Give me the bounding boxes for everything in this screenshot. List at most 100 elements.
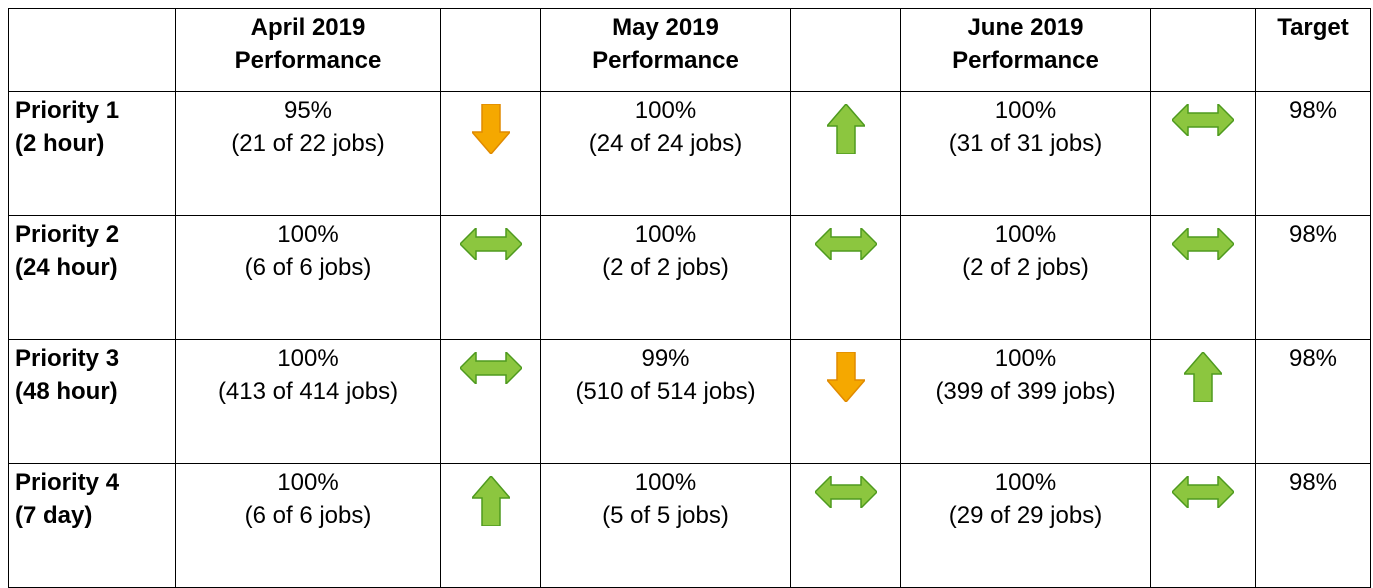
trend-cell (1150, 339, 1256, 464)
jobs: (5 of 5 jobs) (602, 502, 729, 529)
priority-row: Priority 2 (24 hour) 100% (6 of 6 jobs) 100%… (8, 215, 1371, 340)
percent: 95% (283, 97, 333, 124)
performance-cell: 100% (2 of 2 jobs) (540, 215, 791, 340)
performance-cell: 99% (510 of 514 jobs) (540, 339, 791, 464)
arrow-shape (813, 226, 878, 262)
trend-arrow (1170, 226, 1236, 262)
jobs: (2 of 2 jobs) (602, 254, 729, 281)
arrow-shape (813, 474, 878, 510)
priority-time: (2 hour) (15, 130, 105, 157)
trend-arrow (813, 226, 878, 262)
performance-cell: 100% (399 of 399 jobs) (900, 339, 1151, 464)
trend-cell (790, 91, 901, 216)
priority-row: Priority 1 (2 hour) 95% (21 of 22 jobs) 100%… (8, 91, 1371, 216)
trend-cell (1150, 215, 1256, 340)
month-header: April 2019 Performance (175, 8, 441, 92)
percent: 100% (994, 345, 1057, 372)
priority-label: Priority 2 (15, 221, 120, 248)
jobs: (31 of 31 jobs) (948, 130, 1103, 157)
arrow-shape (469, 103, 512, 156)
jobs: (29 of 29 jobs) (948, 502, 1103, 529)
jobs: (413 of 414 jobs) (217, 378, 399, 405)
arrow-shape (1170, 226, 1236, 262)
header-row: April 2019 Performance May 2019 Performan… (8, 8, 1371, 92)
trend-header (440, 8, 541, 92)
percent: 100% (994, 97, 1057, 124)
percent: 100% (994, 221, 1057, 248)
performance-cell: 100% (6 of 6 jobs) (175, 215, 441, 340)
trend-arrow (813, 474, 878, 510)
priority-time: (48 hour) (15, 378, 118, 405)
percent: 100% (634, 221, 697, 248)
trend-cell (440, 91, 541, 216)
priority-row: Priority 3 (48 hour) 100% (413 of 414 jobs)… (8, 339, 1371, 464)
jobs: (2 of 2 jobs) (962, 254, 1089, 281)
performance-cell: 100% (31 of 31 jobs) (900, 91, 1151, 216)
trend-cell (440, 339, 541, 464)
performance-cell: 100% (29 of 29 jobs) (900, 463, 1151, 588)
percent: 100% (994, 469, 1057, 496)
row-header: Priority 3 (48 hour) (8, 339, 176, 464)
percent: 100% (277, 345, 339, 372)
arrow-shape (1170, 474, 1236, 510)
row-header: Priority 4 (7 day) (8, 463, 176, 588)
jobs: (6 of 6 jobs) (244, 254, 372, 281)
percent: 99% (641, 345, 690, 372)
jobs: (399 of 399 jobs) (935, 378, 1116, 405)
jobs: (21 of 22 jobs) (231, 130, 385, 157)
percent: 100% (277, 469, 339, 496)
performance-cell: 100% (5 of 5 jobs) (540, 463, 791, 588)
performance-cell: 95% (21 of 22 jobs) (175, 91, 441, 216)
performance-cell: 100% (413 of 414 jobs) (175, 339, 441, 464)
priority-label: Priority 1 (15, 97, 120, 124)
trend-arrow (458, 226, 523, 262)
priority-label: Priority 4 (15, 469, 120, 496)
target-cell: 98% (1255, 339, 1371, 464)
jobs: (510 of 514 jobs) (575, 378, 756, 405)
trend-arrow (1170, 102, 1236, 138)
jobs: (24 of 24 jobs) (588, 130, 743, 157)
arrow-shape (1170, 102, 1236, 138)
trend-cell (1150, 91, 1256, 216)
row-header: Priority 1 (2 hour) (8, 91, 176, 216)
percent: 100% (634, 469, 697, 496)
performance-cell: 100% (2 of 2 jobs) (900, 215, 1151, 340)
trend-cell (440, 215, 541, 340)
page: April 2019 Performance May 2019 Performan… (8, 8, 1371, 588)
arrow-shape (824, 102, 867, 155)
performance-cell: 100% (24 of 24 jobs) (540, 91, 791, 216)
target-cell: 98% (1255, 463, 1371, 588)
arrow-shape (824, 351, 867, 404)
trend-header (790, 8, 901, 92)
trend-arrow (824, 351, 867, 404)
performance-cell: 100% (6 of 6 jobs) (175, 463, 441, 588)
priority-time: (24 hour) (15, 254, 118, 281)
trend-arrow (469, 103, 512, 156)
trend-header (1150, 8, 1256, 92)
trend-cell (1150, 463, 1256, 588)
trend-cell (790, 339, 901, 464)
target-header: Target (1255, 8, 1371, 92)
trend-cell (440, 463, 541, 588)
priority-time: (7 day) (15, 502, 93, 529)
trend-cell (790, 215, 901, 340)
month-header: June 2019 Performance (900, 8, 1151, 92)
priority-label: Priority 3 (15, 345, 120, 372)
row-header: Priority 2 (24 hour) (8, 215, 176, 340)
month-header: May 2019 Performance (540, 8, 791, 92)
trend-arrow (1182, 350, 1224, 403)
jobs: (6 of 6 jobs) (244, 502, 372, 529)
table-body: April 2019 Performance May 2019 Performan… (8, 8, 1371, 588)
trend-arrow (824, 102, 867, 155)
percent: 100% (634, 97, 697, 124)
priority-row: Priority 4 (7 day) 100% (6 of 6 jobs) 100% (5… (8, 463, 1371, 588)
percent: 100% (277, 221, 339, 248)
arrow-shape (458, 226, 523, 262)
corner-cell (8, 8, 176, 92)
trend-cell (790, 463, 901, 588)
target-cell: 98% (1255, 91, 1371, 216)
trend-arrow (1170, 474, 1236, 510)
performance-table: April 2019 Performance May 2019 Performan… (8, 8, 1371, 588)
trend-arrow (458, 350, 523, 386)
arrow-shape (458, 350, 523, 386)
